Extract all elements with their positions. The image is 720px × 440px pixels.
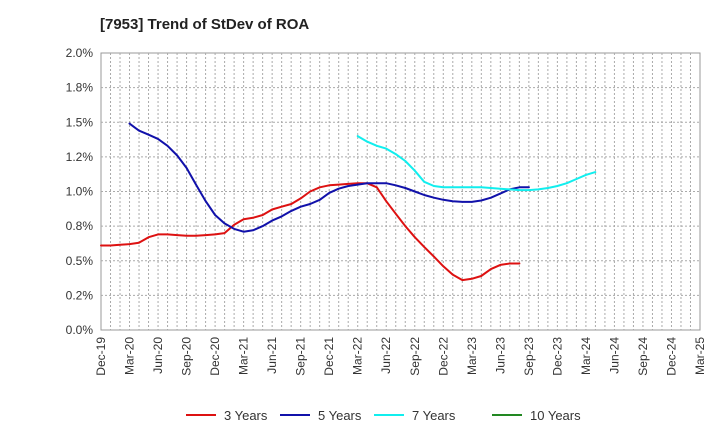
x-tick-label: Dec-19 [94, 337, 108, 376]
x-tick-label: Dec-24 [664, 337, 678, 376]
y-tick-label: 0.8% [66, 219, 94, 233]
y-tick-label: 1.2% [66, 150, 94, 164]
x-tick-label: Jun-23 [493, 337, 507, 374]
series-line-3 [356, 135, 597, 192]
legend-label: 3 Years [224, 408, 268, 423]
x-tick-label: Sep-24 [636, 337, 650, 376]
y-tick-label: 0.2% [66, 288, 94, 302]
legend-label: 10 Years [530, 408, 581, 423]
y-tick-label: 1.5% [66, 115, 94, 129]
series-lines [100, 122, 597, 282]
y-tick-label: 1.8% [66, 81, 94, 95]
x-tick-label: Mar-23 [465, 337, 479, 375]
chart-title: [7953] Trend of StDev of ROA [100, 16, 309, 33]
y-tick-label: 0.0% [66, 323, 94, 337]
x-tick-label: Dec-23 [550, 337, 564, 376]
x-tick-label: Mar-20 [123, 337, 137, 375]
series-line-1 [100, 182, 521, 282]
x-tick-label: Dec-21 [322, 337, 336, 376]
axes: 0.0% 0.2% 0.5% 0.8% 1.0% 1.2% 1.5% 1.8% 2.0% Dec-… [66, 46, 707, 376]
y-tick-label: 1.0% [66, 185, 94, 199]
x-tick-label: Dec-20 [208, 337, 222, 376]
legend-label: 5 Years [318, 408, 362, 423]
x-tick-label: Jun-22 [379, 337, 393, 374]
x-tick-label: Sep-23 [522, 337, 536, 376]
x-tick-label: Jun-20 [151, 337, 165, 374]
y-tick-label: 2.0% [66, 46, 94, 60]
x-tick-label: Jun-24 [607, 337, 621, 374]
x-tick-label: Mar-25 [693, 337, 707, 375]
grid [100, 52, 701, 331]
x-tick-label: Sep-21 [294, 337, 308, 376]
legend: 3 Years 5 Years 7 Years 10 Years [186, 408, 581, 423]
x-tick-label: Mar-24 [579, 337, 593, 375]
series-line-2 [128, 122, 530, 233]
x-tick-label: Sep-20 [180, 337, 194, 376]
x-tick-label: Mar-21 [237, 337, 251, 375]
x-tick-label: Jun-21 [265, 337, 279, 374]
legend-label: 7 Years [412, 408, 456, 423]
x-tick-label: Mar-22 [351, 337, 365, 375]
x-tick-label: Sep-22 [408, 337, 422, 376]
x-tick-label: Dec-22 [436, 337, 450, 376]
y-tick-label: 0.5% [66, 254, 94, 268]
